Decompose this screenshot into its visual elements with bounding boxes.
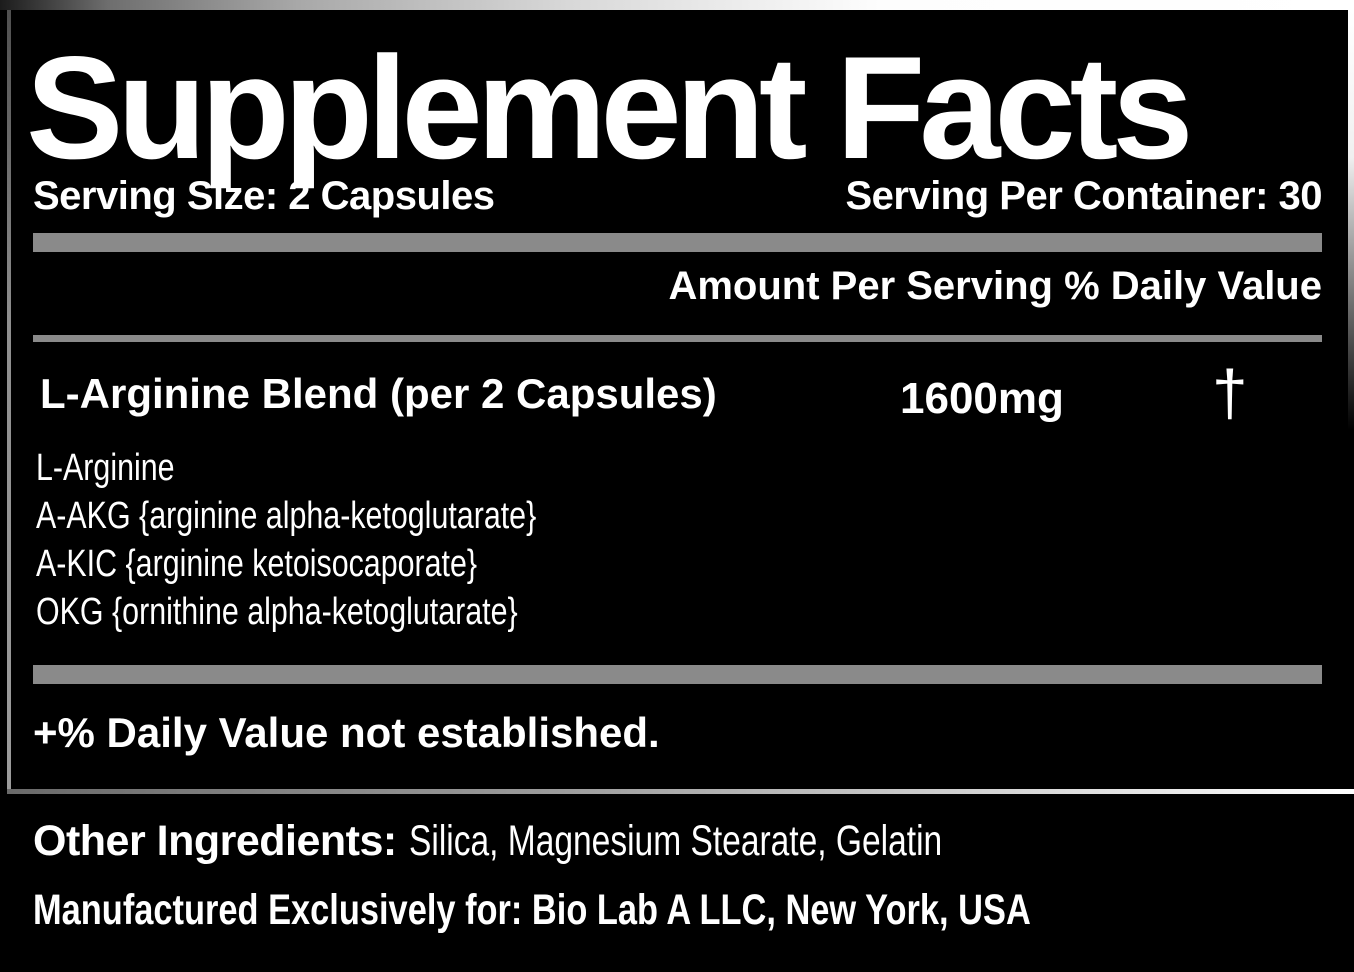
- other-ingredients-label: Other Ingredients:: [33, 817, 397, 865]
- separator-bar-top: [33, 233, 1322, 252]
- blend-component-item: A-AKG {arginine alpha-ketoglutarate}: [36, 495, 537, 537]
- manufactured-for-text: Manufactured Exclusively for: Bio Lab A …: [33, 886, 1031, 934]
- separator-line: [33, 335, 1322, 342]
- manufactured-for-line: Manufactured Exclusively for: Bio Lab A …: [33, 886, 1280, 935]
- panel-frame-left: [7, 10, 11, 794]
- panel-frame-top: [0, 0, 1354, 10]
- blend-component-item: OKG {ornithine alpha-ketoglutarate}: [36, 591, 518, 633]
- blend-amount: 1600mg: [900, 374, 1064, 423]
- blend-name: L-Arginine Blend (per 2 Capsules): [40, 370, 717, 417]
- other-ingredients-value: Silica, Magnesium Stearate, Gelatin: [408, 817, 942, 865]
- serving-info-row: Serving Size: 2 Capsules Serving Per Con…: [33, 174, 1322, 219]
- daily-value-footnote: +% Daily Value not established.: [33, 709, 660, 756]
- separator-bar-bottom: [33, 665, 1322, 684]
- amount-per-serving-header: Amount Per Serving % Daily Value: [668, 264, 1322, 308]
- serving-size-text: Serving Size: 2 Capsules: [33, 174, 495, 218]
- panel-frame-bottom: [7, 789, 1354, 794]
- panel-frame-right: [1348, 10, 1354, 430]
- dagger-icon: †: [1212, 357, 1248, 429]
- blend-component-item: A-KIC {arginine ketoisocaporate}: [36, 543, 478, 585]
- servings-per-container-text: Serving Per Container: 30: [845, 174, 1322, 218]
- blend-component-item: L-Arginine: [36, 447, 175, 489]
- supplement-facts-title: Supplement Facts: [26, 26, 1193, 189]
- blend-components-list: L-Arginine A-AKG {arginine alpha-ketoglu…: [36, 444, 536, 636]
- other-ingredients-row: Other Ingredients: Silica, Magnesium Ste…: [33, 817, 1092, 866]
